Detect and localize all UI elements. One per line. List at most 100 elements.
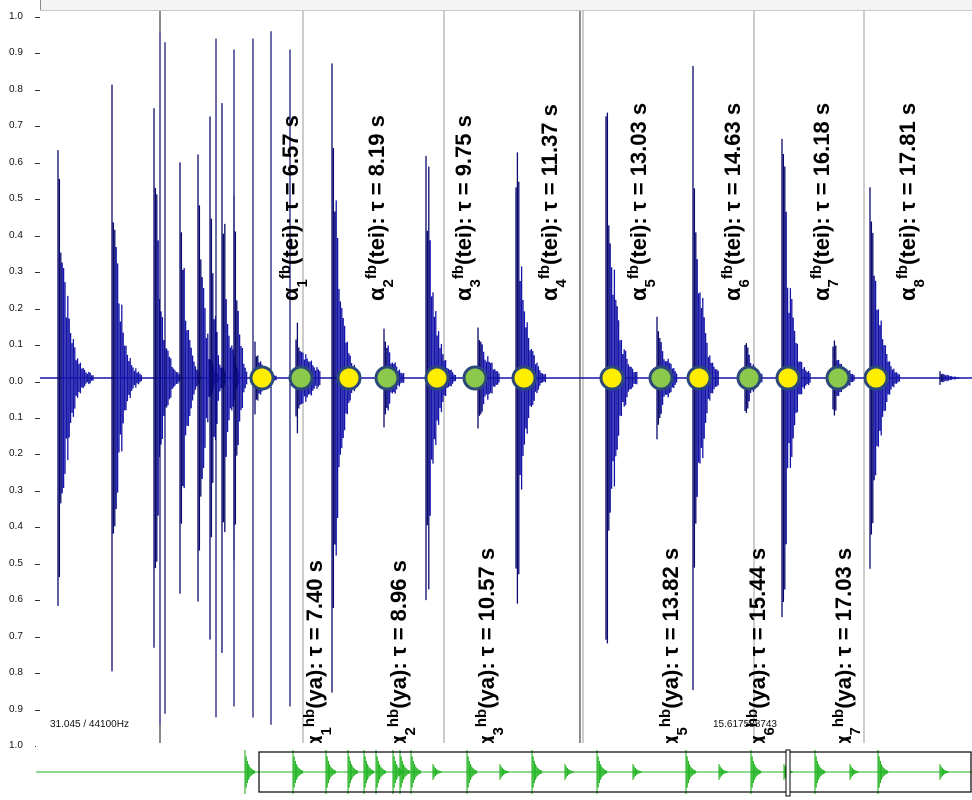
anno-sub: 4 [553, 278, 570, 287]
y-tick-label: 0.1 [9, 339, 23, 351]
anno-sup: hb [744, 709, 761, 727]
overview-selection [258, 751, 972, 793]
marker-fb [775, 365, 801, 391]
anno-sub: 8 [911, 279, 928, 287]
anno-sub: 5 [642, 279, 659, 287]
y-tick-label: 0.0 [9, 375, 23, 387]
y-tick-mark [35, 417, 40, 419]
y-tick-label: 0.4 [9, 229, 23, 241]
fb-annotation: α3fb(tei): τ = 9.75 s [450, 115, 484, 301]
anno-base: α [831, 735, 856, 743]
anno-sub: 3 [467, 279, 484, 287]
overview-track[interactable] [36, 744, 972, 800]
anno-sub: 2 [380, 279, 397, 287]
anno-sup: fb [450, 265, 467, 279]
y-tick-label: 0.8 [9, 83, 23, 95]
y-tick-mark [35, 381, 40, 383]
fb-annotation: α8fb(tei): τ = 17.81 s [894, 103, 928, 301]
anno-sup: hb [301, 709, 318, 727]
y-tick-mark [35, 17, 40, 18]
anno-rest: (ya): τ = 8.96 s [386, 560, 411, 709]
y-tick-label: 0.9 [9, 703, 23, 715]
fb-annotation: α6fb(tei): τ = 14.63 s [719, 103, 753, 301]
y-tick-mark [35, 162, 40, 164]
anno-base: α [474, 735, 499, 743]
marker-fb [686, 365, 712, 391]
anno-sup: fb [625, 265, 642, 279]
anno-sub: 6 [736, 279, 753, 287]
y-tick-label: 0.3 [9, 266, 23, 278]
anno-sup: fb [894, 265, 911, 279]
anno-base: α [745, 735, 770, 743]
anno-base: α [537, 287, 562, 301]
marker-fb [249, 365, 275, 391]
y-tick-label: 0.9 [9, 47, 23, 59]
hb-annotation: α1hb(ya): τ = 7.40 s [301, 560, 335, 743]
marker-fb [336, 365, 362, 391]
hb-annotation: α5hb(ya): τ = 13.82 s [657, 548, 691, 743]
waveform-panel[interactable]: α1fb(tei): τ = 6.57 s α2fb(tei): τ = 8.19… [40, 10, 972, 743]
anno-rest: (tei): τ = 11.37 s [537, 104, 562, 265]
sample-rate-readout: 31.045 / 44100Hz [50, 719, 129, 730]
anno-sup: fb [536, 265, 553, 279]
time-ruler[interactable]: 5 10 15 [40, 0, 972, 25]
anno-sup: fb [808, 265, 825, 279]
y-tick-mark [35, 308, 40, 310]
anno-sup: hb [830, 709, 847, 727]
anno-sub: 6 [761, 727, 778, 735]
anno-base: α [302, 735, 327, 743]
y-tick-mark [35, 345, 40, 347]
y-tick-label: 0.2 [9, 448, 23, 460]
y-tick-mark [35, 527, 40, 529]
y-tick-mark [35, 563, 40, 565]
y-tick-mark [35, 709, 40, 711]
y-tick-mark [35, 454, 40, 456]
anno-sup: fb [277, 265, 294, 279]
marker-hb [288, 365, 314, 391]
marker-hb [648, 365, 674, 391]
y-tick-label: 0.7 [9, 120, 23, 132]
marker-fb [511, 365, 537, 391]
hb-annotation: α6hb(ya): τ = 15.44 s [744, 548, 778, 743]
y-tick-label: 0.5 [9, 557, 23, 569]
y-tick-mark [35, 235, 40, 237]
y-tick-mark [35, 53, 40, 55]
anno-rest: (tei): τ = 14.63 s [720, 103, 745, 265]
marker-hb [462, 365, 488, 391]
marker-hb [736, 365, 762, 391]
hb-annotation: α3hb(ya): τ = 10.57 s [473, 548, 507, 743]
hb-annotation: α7hb(ya): τ = 17.03 s [830, 548, 864, 743]
anno-base: α [895, 287, 920, 301]
y-tick-label: 1.0 [9, 740, 23, 751]
y-tick-label: 0.1 [9, 411, 23, 423]
anno-base: α [626, 287, 651, 301]
anno-rest: (tei): τ = 6.57 s [278, 115, 303, 265]
anno-rest: (ya): τ = 13.82 s [658, 548, 683, 709]
anno-rest: (ya): τ = 17.03 s [831, 548, 856, 709]
anno-rest: (tei): τ = 8.19 s [364, 115, 389, 265]
amplitude-axis: 1.0 0.9 0.8 0.7 0.6 0.5 0.4 0.3 0.2 0.1 0.0 0.1 0.2 0… [0, 0, 41, 751]
anno-rest: (ya): τ = 15.44 s [745, 548, 770, 709]
y-tick-label: 0.4 [9, 521, 23, 533]
fb-annotation: α7fb(tei): τ = 16.18 s [808, 103, 842, 301]
fb-annotation: α5fb(tei): τ = 13.03 s [625, 103, 659, 301]
marker-hb [825, 365, 851, 391]
anno-base: α [386, 735, 411, 743]
y-tick-mark [35, 490, 40, 492]
fb-annotation: α2fb(tei): τ = 8.19 s [363, 115, 397, 301]
y-tick-mark [35, 89, 40, 91]
y-tick-label: 0.8 [9, 667, 23, 679]
y-tick-label: 0.7 [9, 630, 23, 642]
y-tick-label: 0.6 [9, 156, 23, 168]
anno-sup: hb [657, 709, 674, 727]
fb-annotation: α1fb(tei): τ = 6.57 s [277, 115, 311, 301]
onset-markers [249, 365, 889, 391]
anno-sub: 7 [825, 279, 842, 287]
anno-sup: hb [385, 709, 402, 727]
overview-waveform[interactable] [36, 744, 972, 800]
y-tick-mark [35, 199, 40, 201]
anno-sub: 3 [490, 727, 507, 735]
anno-sub: 2 [402, 727, 419, 735]
y-tick-mark [35, 126, 40, 128]
